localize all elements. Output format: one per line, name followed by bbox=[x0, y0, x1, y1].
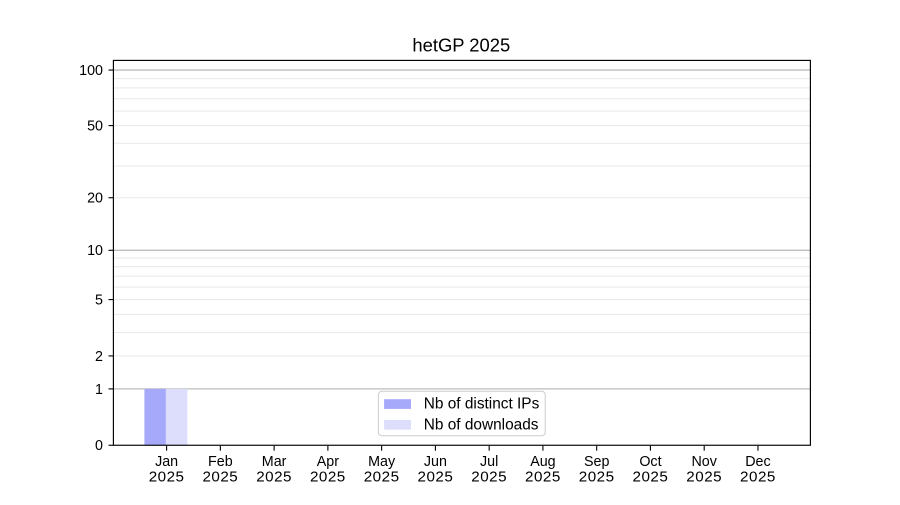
svg-text:2025: 2025 bbox=[579, 469, 615, 486]
svg-text:100: 100 bbox=[79, 63, 103, 79]
svg-text:50: 50 bbox=[87, 118, 103, 134]
svg-text:Jan: Jan bbox=[155, 454, 178, 470]
svg-text:2025: 2025 bbox=[310, 469, 346, 486]
svg-text:2025: 2025 bbox=[740, 469, 776, 486]
svg-text:Nb of downloads: Nb of downloads bbox=[424, 416, 539, 433]
svg-text:20: 20 bbox=[87, 191, 103, 207]
svg-text:hetGP 2025: hetGP 2025 bbox=[412, 35, 510, 56]
svg-text:May: May bbox=[368, 454, 396, 470]
svg-text:2025: 2025 bbox=[525, 469, 561, 486]
svg-text:Sep: Sep bbox=[584, 454, 609, 470]
svg-text:Apr: Apr bbox=[317, 454, 339, 470]
svg-text:10: 10 bbox=[87, 243, 103, 259]
svg-text:2025: 2025 bbox=[149, 469, 185, 486]
svg-text:Jun: Jun bbox=[424, 454, 447, 470]
svg-text:Jul: Jul bbox=[480, 454, 498, 470]
svg-text:0: 0 bbox=[95, 438, 103, 454]
svg-text:Aug: Aug bbox=[530, 454, 555, 470]
svg-text:Nb of distinct IPs: Nb of distinct IPs bbox=[424, 396, 540, 413]
svg-text:Dec: Dec bbox=[745, 454, 770, 470]
svg-text:2025: 2025 bbox=[256, 469, 292, 486]
svg-text:2025: 2025 bbox=[364, 469, 400, 486]
svg-text:2: 2 bbox=[95, 349, 103, 365]
svg-text:2025: 2025 bbox=[686, 469, 722, 486]
svg-text:2025: 2025 bbox=[418, 469, 454, 486]
svg-text:1: 1 bbox=[95, 382, 103, 398]
svg-text:2025: 2025 bbox=[633, 469, 669, 486]
svg-text:5: 5 bbox=[95, 292, 103, 308]
svg-text:Nov: Nov bbox=[691, 454, 717, 470]
svg-text:Mar: Mar bbox=[262, 454, 287, 470]
svg-text:2025: 2025 bbox=[202, 469, 238, 486]
svg-text:Feb: Feb bbox=[208, 454, 233, 470]
svg-text:Oct: Oct bbox=[639, 454, 661, 470]
svg-text:2025: 2025 bbox=[471, 469, 507, 486]
